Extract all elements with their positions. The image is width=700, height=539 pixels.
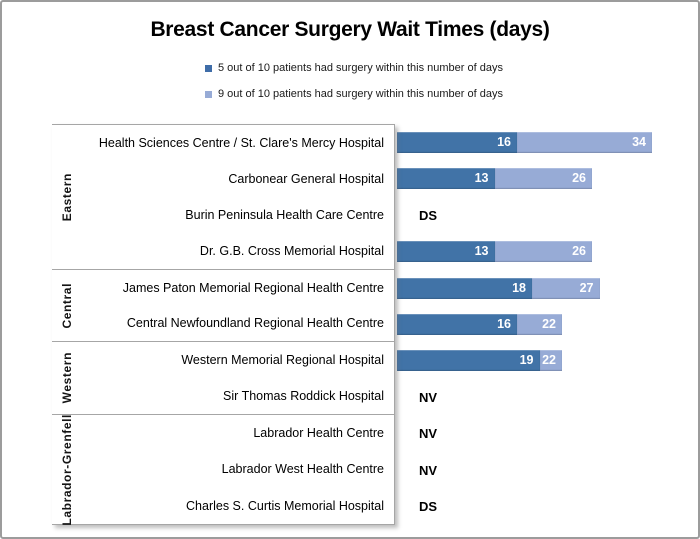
legend-swatch-p90-icon (205, 90, 212, 98)
bar-value-label: 19 (519, 353, 534, 368)
hospital-label: Health Sciences Centre / St. Clare's Mer… (98, 135, 384, 150)
hospital-label: Central Newfoundland Regional Health Cen… (126, 316, 384, 331)
data-note: NV (419, 462, 438, 478)
region-cell: Western (52, 342, 82, 413)
legend-label-p50: 5 out of 10 patients had surgery within … (218, 62, 503, 74)
hospital-label: Carbonear General Hospital (228, 171, 384, 186)
bar-segment-p50: 18 (397, 277, 532, 299)
bar-segment-p90: 22 (539, 350, 562, 372)
region-group-western: Western Western Memorial Regional Hospita… (52, 342, 394, 415)
data-note: NV (419, 426, 438, 442)
bar-segment-p90: 34 (517, 131, 652, 153)
bar-value-label: 26 (572, 171, 586, 186)
legend: 5 out of 10 patients had surgery within … (205, 55, 503, 107)
legend-item-p90: 9 out of 10 patients had surgery within … (205, 81, 503, 107)
bar-value-label: 22 (542, 353, 556, 368)
region-cell: Eastern (52, 125, 82, 269)
bar-value-label: 34 (632, 134, 646, 149)
bar-segment-p90: 22 (517, 314, 562, 335)
bar-value-label: 13 (474, 244, 489, 259)
chart-title: Breast Cancer Surgery Wait Times (days) (150, 18, 550, 41)
hospital-label: Dr. G.B. Cross Memorial Hospital (199, 243, 384, 258)
region-group-labrador-grenfell: Labrador-Grenfell Labrador Health Centre L… (52, 413, 394, 526)
data-note: DS (419, 207, 438, 223)
bars-layer: 16 34 13 26 DS 13 26 18 27 16 22 19 22 NV NV NV DS (396, 124, 698, 525)
region-label: Eastern (60, 172, 74, 222)
region-label: Labrador-Grenfell (60, 413, 74, 526)
region-cell: Central (52, 270, 82, 341)
bar-segment-p50: 16 (397, 131, 517, 153)
bar-row: 13 26 (397, 241, 592, 263)
bar-row: 18 27 (397, 277, 600, 299)
category-label-box: Eastern Health Sciences Centre / St. Clar… (52, 124, 395, 525)
hospital-label: Sir Thomas Roddick Hospital (223, 388, 384, 403)
hospital-label: James Paton Memorial Regional Health Cen… (122, 280, 384, 295)
hospital-label: Western Memorial Regional Hospital (181, 353, 384, 368)
legend-item-p50: 5 out of 10 patients had surgery within … (205, 55, 503, 81)
region-group-central: Central James Paton Memorial Regional Hea… (52, 270, 394, 343)
region-label: Central (60, 282, 74, 329)
bar-segment-p90: 26 (494, 168, 592, 190)
bar-value-label: 18 (512, 280, 526, 295)
bar-row: 16 34 (397, 131, 652, 153)
hospital-label: Burin Peninsula Health Care Centre (185, 207, 384, 222)
bar-row: 19 22 (397, 350, 562, 372)
hospital-label: Charles S. Curtis Memorial Hospital (186, 498, 384, 513)
bar-value-label: 13 (474, 171, 489, 186)
bar-segment-p50: 13 (397, 168, 495, 190)
bar-value-label: 16 (497, 317, 511, 331)
bar-segment-p50: 19 (397, 350, 540, 372)
hospital-label: Labrador West Health Centre (221, 462, 384, 477)
bar-row: 13 26 (397, 168, 592, 190)
data-note: NV (419, 389, 438, 405)
data-note: DS (419, 499, 438, 515)
bar-segment-p90: 26 (494, 241, 592, 263)
bar-row: 16 22 (397, 314, 562, 335)
bar-value-label: 27 (579, 280, 594, 295)
bar-value-label: 22 (542, 317, 556, 331)
bar-value-label: 26 (572, 244, 586, 259)
bar-segment-p90: 27 (532, 277, 600, 299)
hospital-label: Labrador Health Centre (253, 425, 384, 440)
legend-swatch-p50-icon (205, 64, 212, 72)
region-cell: Labrador-Grenfell (52, 413, 82, 526)
region-label: Western (60, 352, 74, 404)
bar-segment-p50: 13 (397, 241, 495, 263)
bar-segment-p50: 16 (397, 314, 517, 335)
region-group-eastern: Eastern Health Sciences Centre / St. Clar… (52, 125, 394, 270)
legend-label-p90: 9 out of 10 patients had surgery within … (218, 88, 503, 100)
bar-value-label: 16 (497, 134, 511, 149)
